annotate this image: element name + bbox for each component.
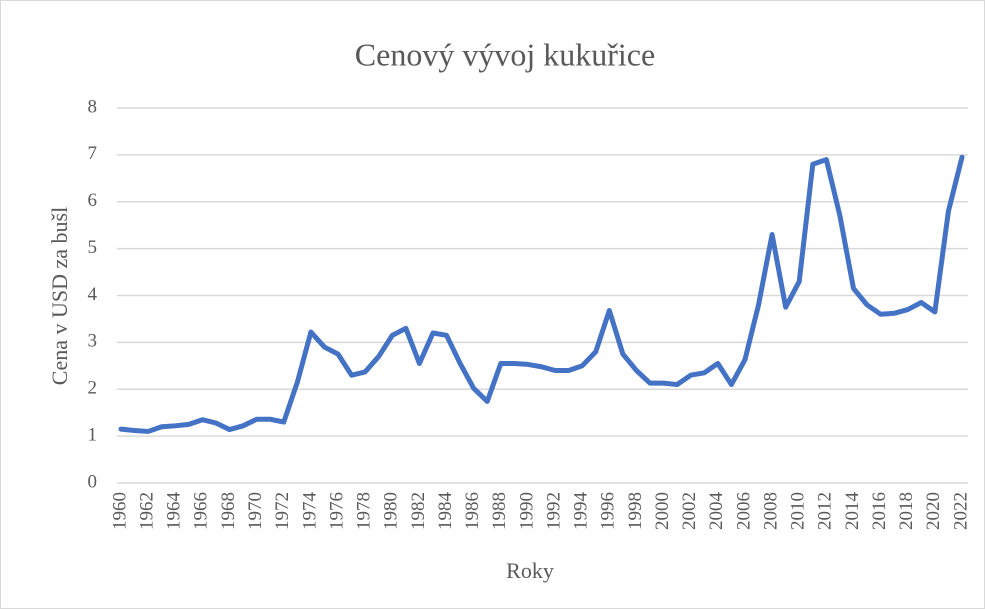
y-tick-label: 5 <box>88 237 98 258</box>
x-tick-label: 1966 <box>191 492 212 530</box>
y-tick-label: 7 <box>88 143 98 164</box>
y-tick-label: 0 <box>88 471 98 492</box>
x-tick-label: 1974 <box>299 492 320 531</box>
x-tick-label: 2010 <box>788 492 809 530</box>
x-tick-label: 1996 <box>598 492 619 530</box>
x-tick-label: 1998 <box>625 492 646 530</box>
x-tick-label: 1992 <box>543 492 564 530</box>
y-tick-label: 8 <box>88 96 98 117</box>
chart-title: Cenový vývoj kukuřice <box>355 36 655 72</box>
x-tick-label: 2006 <box>733 492 754 530</box>
y-tick-label: 1 <box>88 424 98 445</box>
x-tick-label: 2014 <box>842 492 863 531</box>
x-tick-label: 2002 <box>679 492 700 530</box>
x-tick-label: 1994 <box>571 492 592 531</box>
x-tick-label: 1986 <box>462 492 483 530</box>
x-tick-label: 2018 <box>896 492 917 530</box>
x-tick-label: 1984 <box>435 492 456 531</box>
x-tick-label: 2016 <box>869 492 890 530</box>
x-tick-label: 2000 <box>652 492 673 530</box>
x-tick-label: 1988 <box>489 492 510 530</box>
y-tick-label: 2 <box>88 378 98 399</box>
x-tick-label: 1976 <box>326 492 347 530</box>
x-tick-label: 1980 <box>381 492 402 530</box>
x-tick-label: 1990 <box>516 492 537 530</box>
x-tick-label: 2008 <box>760 492 781 530</box>
x-tick-label: 1964 <box>164 492 185 531</box>
x-tick-label: 1970 <box>245 492 266 530</box>
y-axis-label: Cena v USD za bušl <box>47 207 72 385</box>
line-series <box>118 154 965 434</box>
x-tick-label: 2020 <box>923 492 944 530</box>
y-tick-label: 4 <box>88 284 98 305</box>
x-tick-label: 1968 <box>218 492 239 530</box>
x-tick-label: 2022 <box>950 492 971 530</box>
y-tick-label: 3 <box>88 331 98 352</box>
x-tick-label: 1972 <box>272 492 293 530</box>
y-tick-label: 6 <box>88 190 98 211</box>
x-axis-label: Roky <box>506 558 554 583</box>
x-tick-label: 2004 <box>706 492 727 531</box>
x-tick-label: 1960 <box>109 492 130 530</box>
x-tick-label: 1962 <box>136 492 157 530</box>
x-tick-label: 2012 <box>815 492 836 530</box>
x-tick-label: 1982 <box>408 492 429 530</box>
x-tick-label: 1978 <box>354 492 375 530</box>
